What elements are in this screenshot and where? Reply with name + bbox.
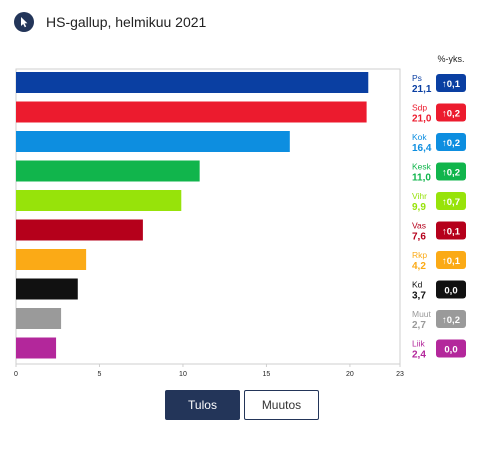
- value-label-kok: 16,4: [412, 143, 432, 154]
- value-label-kd: 3,7: [412, 291, 426, 302]
- category-label-vas: Vas: [412, 221, 426, 231]
- change-badge-sdp: [436, 103, 466, 122]
- bar-liik[interactable]: [16, 337, 57, 359]
- change-badge-kd: [436, 280, 466, 299]
- category-label-kd: Kd: [412, 280, 423, 290]
- x-tick-label: 5: [98, 371, 102, 378]
- value-label-vihr: 9,9: [412, 202, 426, 213]
- value-label-kesk: 11,0: [412, 173, 431, 184]
- bar-rkp[interactable]: [16, 249, 87, 270]
- category-label-vihr: Vihr: [412, 191, 427, 201]
- value-label-rkp: 4,2: [412, 261, 426, 272]
- change-label-kesk: ↑0,2: [442, 168, 460, 179]
- change-label-sdp: ↑0,2: [442, 109, 460, 120]
- change-label-vas: ↑0,1: [442, 227, 461, 238]
- bar-kd[interactable]: [16, 278, 78, 300]
- bar-vas[interactable]: [16, 219, 143, 241]
- category-label-kesk: Kesk: [412, 162, 432, 172]
- change-badge-vihr: [436, 192, 466, 210]
- x-tick-label: 23: [396, 371, 404, 378]
- change-label-rkp: ↑0,1: [442, 256, 461, 267]
- hs-logo-icon: [14, 12, 34, 32]
- change-label-ps: ↑0,1: [442, 79, 461, 90]
- change-badge-ps: [436, 74, 466, 92]
- category-label-ps: Ps: [412, 73, 422, 83]
- change-badge-kok: [436, 133, 466, 151]
- value-label-muut: 2,7: [412, 320, 426, 331]
- x-tick-label: 0: [14, 371, 18, 378]
- bar-ps[interactable]: [16, 72, 369, 93]
- change-column-header: %-yks.: [438, 54, 465, 64]
- category-label-muut: Muut: [412, 309, 432, 319]
- category-label-sdp: Sdp: [412, 103, 427, 113]
- chart-header: HS-gallup, helmikuu 2021: [14, 12, 206, 32]
- plot-area: [15, 68, 401, 365]
- bar-sdp[interactable]: [16, 101, 367, 123]
- category-label-liik: Liik: [412, 339, 426, 349]
- bar-muut[interactable]: [16, 308, 62, 329]
- bar-kok[interactable]: [16, 131, 290, 152]
- change-badge-rkp: [436, 251, 466, 269]
- change-badge-vas: [436, 221, 466, 240]
- category-label-rkp: Rkp: [412, 250, 427, 260]
- change-label-muut: ↑0,2: [442, 315, 460, 326]
- change-label-kd: 0,0: [444, 286, 457, 297]
- value-label-vas: 7,6: [412, 232, 426, 243]
- value-label-sdp: 21,0: [412, 114, 432, 125]
- change-label-kok: ↑0,2: [442, 138, 460, 149]
- change-badge-kesk: [436, 162, 466, 181]
- chart-title: HS-gallup, helmikuu 2021: [46, 14, 207, 30]
- view-tabs: Tulos Muutos: [165, 390, 319, 420]
- value-label-ps: 21,1: [412, 84, 432, 95]
- bar-vihr[interactable]: [16, 190, 182, 211]
- x-tick-label: 10: [179, 371, 187, 378]
- bar-kesk[interactable]: [16, 160, 200, 182]
- value-label-liik: 2,4: [412, 350, 426, 361]
- x-tick-label: 20: [346, 371, 354, 378]
- category-label-kok: Kok: [412, 132, 427, 142]
- change-label-vihr: ↑0,7: [442, 197, 460, 208]
- change-label-liik: 0,0: [444, 345, 457, 356]
- change-badge-liik: [436, 339, 466, 358]
- x-tick-label: 15: [263, 371, 271, 378]
- tab-muutos[interactable]: Muutos: [244, 390, 319, 420]
- change-badge-muut: [436, 310, 466, 328]
- tab-tulos[interactable]: Tulos: [165, 390, 240, 420]
